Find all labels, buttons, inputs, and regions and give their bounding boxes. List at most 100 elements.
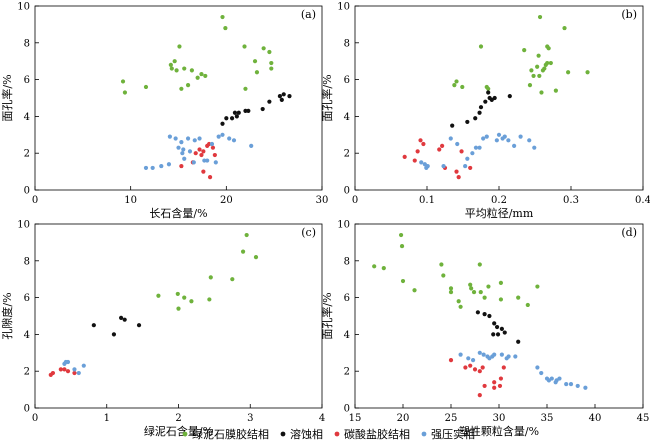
data-point [486,284,491,289]
data-point [437,147,442,152]
legend-marker [280,431,286,437]
data-point [535,64,540,69]
data-point [201,149,206,154]
legend: 绿泥石膜胶结相 溶蚀相 碳酸盐胶结相 强压实相 [182,427,475,441]
x-tick-label: 2 [175,413,181,424]
data-point [174,68,179,73]
panel-c: 0 1 2 3 4 0 2 4 6 8 10 绿泥石含量/% 孔隙度/% (c) [0,220,325,439]
data-point [553,88,558,93]
data-point [583,385,588,390]
data-point [212,152,217,158]
y-axis-title: 面孔率/% [0,74,14,121]
data-point [536,53,541,58]
data-point [111,332,117,337]
panel-label: (b) [621,8,637,21]
data-point [269,66,274,71]
y-tick-label: 2 [344,367,350,378]
data-point [486,86,491,91]
data-point [425,163,430,169]
data-point [441,273,446,278]
data-point [477,110,482,115]
data-point [234,114,239,119]
y-tick-label: 2 [24,149,30,160]
data-point [399,243,405,249]
data-point [50,370,56,376]
data-point [497,383,503,389]
data-point [119,315,124,320]
data-point [486,90,491,95]
data-point [207,297,212,302]
data-point [267,49,272,55]
data-point [122,317,127,322]
y-tick-label: 10 [17,220,30,231]
panel-label: (c) [301,226,316,239]
data-point [522,48,527,53]
plot-frame-b [354,5,644,191]
data-point [412,158,417,163]
data-point [229,116,235,121]
y-tick-label: 4 [24,112,30,123]
data-point [208,275,213,280]
data-point [179,163,184,169]
data-point [480,365,485,370]
data-point [473,145,479,150]
data-point [120,79,126,84]
series-b [452,14,590,95]
data-point [143,84,149,90]
data-point [463,365,468,370]
data-point [465,156,470,161]
data-point [227,136,232,141]
data-point [223,25,228,31]
x-tick-label: 4 [319,413,325,424]
data-point [477,145,482,150]
x-tick-label: 0 [32,195,38,206]
x-tick-label: 35 [541,413,554,424]
data-point [240,249,246,254]
plot-frame-c [34,223,323,409]
data-point [468,165,473,171]
data-point [535,284,540,289]
data-point [492,321,497,326]
data-point [477,369,482,374]
data-point [182,66,187,71]
data-point [492,95,497,101]
data-point [372,264,377,269]
y-axis-title: 面孔率/% [320,292,334,339]
data-point [491,332,496,337]
data-point [487,313,492,319]
data-point [468,363,473,368]
y-tick-label: 0 [24,186,30,197]
data-point [454,79,459,84]
data-point [209,141,215,147]
data-point [179,86,184,91]
data-point [189,299,194,304]
y-tick-label: 0 [344,186,350,197]
data-point [487,95,492,101]
x-tick-label: 25 [445,413,458,424]
data-point [156,293,161,298]
data-point [452,83,457,88]
y-axis-title: 面孔率/% [320,74,334,121]
data-point [72,370,77,376]
series-a [120,14,274,95]
y-tick-label: 10 [17,2,30,13]
series-b [450,90,512,128]
data-point [182,156,187,161]
data-point [201,169,206,174]
data-point [199,71,204,77]
data-point [252,59,258,64]
data-point [418,138,423,143]
data-point [498,297,504,302]
data-point [458,304,463,309]
data-point [185,83,191,88]
data-point [506,138,511,143]
data-point [478,105,484,110]
data-point [566,70,571,75]
data-point [136,323,142,328]
x-tick-label: 30 [316,195,329,206]
y-axis-title: 孔隙度/% [0,292,14,339]
data-point [267,99,272,104]
series-d [372,232,540,309]
data-point [189,68,194,73]
